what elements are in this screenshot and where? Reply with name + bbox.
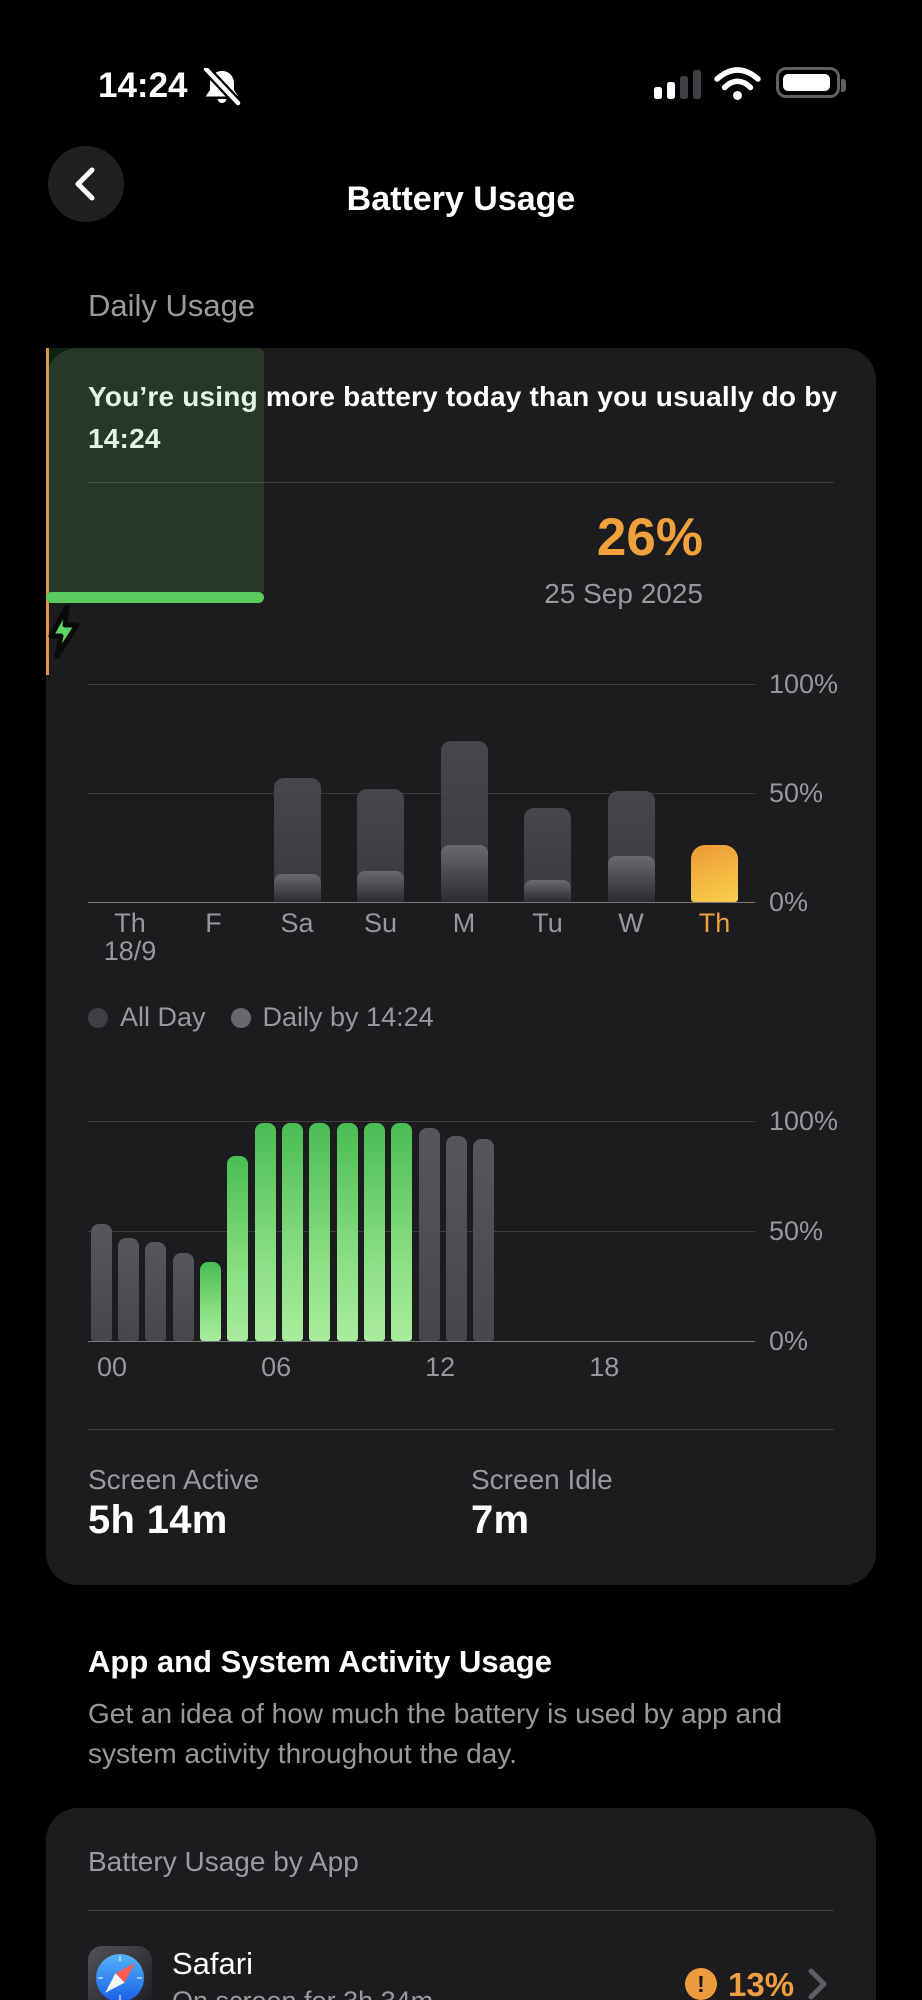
x-axis-day-su-3: Su [363,908,398,938]
selected-day-date: 25 Sep 2025 [544,578,703,609]
activity-section-description: Get an idea of how much the battery is u… [88,1698,783,1769]
page-title: Battery Usage [346,180,576,218]
battery-level-bar-h10 [364,1123,385,1341]
chart-legend: All Day Daily by 14:24 [88,1002,446,1033]
battery-level-bar-h00 [90,1224,112,1341]
divider [88,1910,834,1911]
screen-active-value: 5h 14m [88,1498,228,1542]
app-row-safari[interactable]: Safari On screen for 3h 34m ! 13% [46,1928,876,2000]
x-axis-day-sub-label: 18/9 [103,936,157,966]
x-axis-day-th-0: Th [114,908,146,938]
charging-period-cap [46,592,265,603]
battery-level-bar-h03 [172,1253,194,1341]
bar-by-now-m-4 [440,845,488,902]
x-axis-day-th-7: Th [698,908,731,938]
legend-item-daily-by: Daily by 14:24 [230,1002,434,1033]
bar-by-now-w-6 [607,856,655,902]
x-axis-day-sa-2: Sa [280,908,314,938]
battery-level-bar-h01 [117,1237,139,1341]
usage-insight-text: You’re using more battery today than you… [88,381,838,454]
warning-icon: ! [685,1968,717,2000]
app-name: Safari [172,1946,253,1981]
cellular-signal-icon [654,66,706,100]
gridline [88,1341,755,1342]
chevron-right-icon [806,1966,830,2000]
y-axis-tick: 50% [769,778,824,808]
notifications-silenced-icon [201,64,243,108]
weekly-usage-chart: 100% 50% 0% Th 18/9 F Sa Su M Tu W Th [46,348,876,1585]
x-axis-hour-18: 18 [589,1352,620,1382]
charging-bolt-icon [46,603,82,661]
battery-fill [783,74,830,91]
battery-level-bar-h05 [227,1156,249,1341]
x-axis-day-tu-5: Tu [532,908,563,938]
app-subtitle: On screen for 3h 34m [172,1986,433,2000]
battery-level-bar-h04 [199,1261,221,1341]
legend-item-all-day: All Day [88,1002,206,1033]
gridline [88,1121,755,1122]
x-axis-day-m-4: M [452,908,476,938]
daily-by-dot-icon [230,1007,251,1028]
all-day-dot-icon [88,1007,108,1028]
status-time: 14:24 [98,66,188,105]
battery-level-bar-h13 [446,1136,468,1341]
daily-usage-card: You’re using more battery today than you… [46,348,876,1585]
battery-usage-by-app-card: Battery Usage by App [46,1808,876,2000]
wifi-icon [714,66,761,100]
selected-day-line [46,348,49,676]
legend-label: Daily by 14:24 [262,1002,434,1032]
screen-idle-label: Screen Idle [471,1464,613,1495]
battery-level-bar-h02 [145,1242,167,1341]
bar-by-now-sa-2 [273,873,321,902]
gridline [88,902,755,903]
selected-day-callout: 26% 25 Sep 2025 [544,508,703,611]
y-axis-tick: 50% [769,1216,824,1246]
apps-card-title: Battery Usage by App [88,1846,359,1877]
x-axis-hour-06: 06 [261,1352,292,1382]
x-axis-day-w-6: W [618,908,644,938]
battery-level-bar-h11 [391,1123,413,1341]
screen-idle-value: 7m [471,1498,530,1542]
gridline [88,684,755,685]
battery-icon [776,67,846,98]
divider [88,1429,834,1430]
battery-level-bar-h09 [336,1123,358,1341]
divider [88,482,834,483]
battery-level-bar-h06 [254,1123,276,1341]
x-axis-day-f-1: F [205,908,222,938]
y-axis-tick: 100% [769,1106,839,1136]
bar-by-now-su-3 [357,871,404,902]
activity-section-title: App and System Activity Usage [88,1644,552,1679]
chevron-left-icon [75,167,95,201]
x-axis-hour-00: 00 [96,1352,128,1382]
battery-level-bar-h14 [473,1138,495,1341]
safari-app-icon [88,1946,152,2000]
gridline [88,793,755,794]
legend-label: All Day [120,1002,206,1032]
bar-by-now-tu-5 [524,880,571,902]
selected-day-percent: 26% [596,508,703,567]
back-button[interactable] [48,146,124,222]
screen-active-label: Screen Active [88,1464,260,1495]
battery-level-bar-h12 [418,1127,440,1341]
x-axis-hour-12: 12 [425,1352,456,1382]
battery-level-bar-h07 [281,1123,303,1341]
battery-level-chart: 100% 50% 0% 00 06 12 18 [46,348,876,1585]
battery-level-bar-h08 [309,1123,331,1341]
bar-today-th[interactable] [691,845,738,902]
app-battery-percent: 13% [728,1966,795,2000]
battery-nub [841,79,846,92]
y-axis-tick: 0% [769,887,809,917]
daily-usage-section-label: Daily Usage [88,288,256,323]
y-axis-tick: 0% [769,1326,809,1356]
y-axis-tick: 100% [769,669,839,699]
